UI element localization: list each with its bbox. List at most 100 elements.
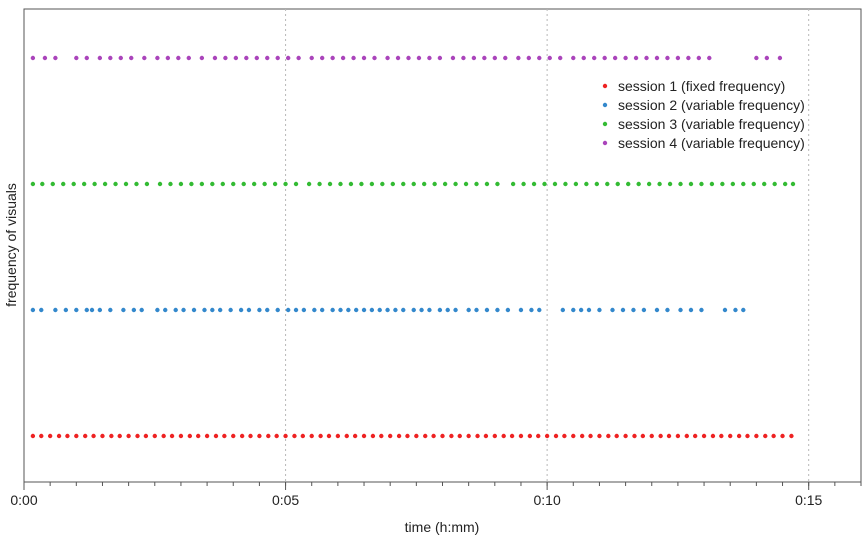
data-point [419, 307, 424, 313]
data-point [606, 433, 611, 439]
data-point [684, 433, 689, 439]
data-point [421, 181, 427, 187]
data-point [100, 433, 105, 439]
data-point [152, 433, 157, 439]
data-point [411, 181, 416, 187]
data-point [131, 307, 137, 313]
x-axis-label: time (h:mm) [405, 519, 480, 535]
data-point [654, 307, 660, 313]
data-point [531, 181, 537, 187]
data-point [186, 55, 191, 61]
data-point [495, 307, 500, 313]
data-point [658, 433, 663, 439]
data-point [542, 181, 547, 187]
data-point [544, 433, 550, 439]
data-point [632, 433, 637, 439]
data-point [377, 307, 382, 313]
data-point [222, 433, 227, 439]
data-point [552, 181, 558, 187]
data-point [379, 433, 384, 439]
data-point [626, 181, 631, 187]
data-point [97, 55, 103, 61]
data-point [223, 55, 228, 61]
data-point [501, 433, 506, 439]
data-point [475, 433, 480, 439]
data-point [92, 181, 97, 187]
data-point [605, 181, 610, 187]
data-point [602, 55, 607, 61]
data-point [296, 55, 301, 61]
data-point [330, 307, 335, 313]
data-point [178, 181, 184, 187]
data-point [401, 307, 406, 313]
data-point [471, 55, 477, 61]
x-tick-label: 0:00 [10, 492, 37, 508]
legend-label: session 3 (variable frequency) [618, 116, 805, 132]
data-point [220, 181, 225, 187]
data-point [348, 181, 354, 187]
series-session-2 [30, 307, 746, 313]
data-point [553, 433, 559, 439]
data-point [406, 55, 411, 61]
data-point [351, 55, 356, 61]
data-point [318, 433, 323, 439]
data-point [495, 181, 500, 187]
data-point [338, 181, 343, 187]
data-point [144, 181, 150, 187]
data-point [597, 433, 602, 439]
data-point [74, 433, 79, 439]
data-point [369, 181, 375, 187]
data-point [40, 181, 45, 187]
data-point [285, 55, 291, 61]
data-point [665, 55, 670, 61]
data-point [213, 433, 219, 439]
legend-label: session 2 (variable frequency) [618, 97, 805, 113]
data-point [771, 433, 776, 439]
data-point [285, 307, 291, 313]
data-point [83, 433, 88, 439]
data-point [155, 55, 160, 61]
data-point [641, 307, 647, 313]
data-point [344, 433, 349, 439]
data-point [581, 55, 586, 61]
data-point [50, 181, 55, 187]
data-point [309, 433, 314, 439]
data-point [326, 433, 332, 439]
data-point [212, 55, 218, 61]
data-point [238, 307, 244, 313]
data-point [157, 181, 163, 187]
data-point [633, 55, 639, 61]
data-point [56, 433, 62, 439]
data-point [453, 307, 458, 313]
data-point [772, 181, 777, 187]
data-point [89, 307, 95, 313]
data-point [620, 307, 626, 313]
data-point [74, 55, 79, 61]
data-point [81, 181, 87, 187]
x-axis: 0:00 0:05 0:10 0:15 [10, 482, 862, 508]
data-point [474, 307, 479, 313]
data-point [266, 433, 271, 439]
data-point [579, 433, 585, 439]
data-point [474, 181, 479, 187]
data-point [644, 55, 649, 61]
data-point [327, 181, 333, 187]
data-point [155, 307, 160, 313]
data-point [346, 307, 351, 313]
data-point [309, 55, 314, 61]
data-point [178, 433, 184, 439]
x-tick-label: 0:10 [534, 492, 561, 508]
series-session-3 [30, 181, 796, 187]
data-points [30, 55, 796, 439]
data-point [463, 181, 469, 187]
data-point [521, 181, 526, 187]
data-point [30, 307, 36, 313]
data-point [623, 55, 628, 61]
data-point [636, 181, 641, 187]
data-point [139, 307, 144, 313]
data-point [168, 181, 173, 187]
data-point [666, 433, 672, 439]
data-point [503, 55, 508, 61]
data-point [586, 307, 592, 313]
data-point [482, 55, 487, 61]
